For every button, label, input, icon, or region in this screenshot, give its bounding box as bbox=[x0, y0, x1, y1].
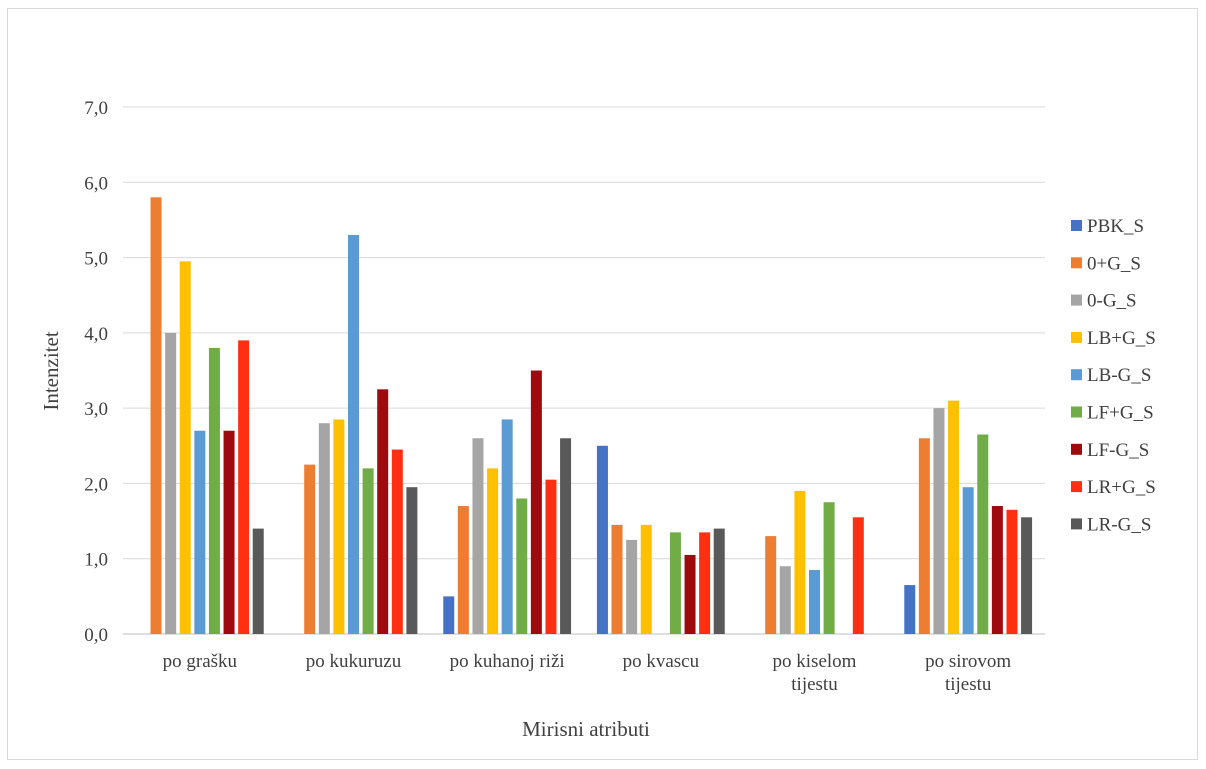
bar bbox=[977, 434, 989, 634]
bar bbox=[391, 449, 403, 634]
bar bbox=[318, 423, 330, 634]
x-tick-label: tijestu bbox=[791, 674, 838, 695]
legend-label: LF+G_S bbox=[1087, 403, 1154, 424]
bar bbox=[684, 554, 696, 634]
bar bbox=[487, 468, 499, 634]
x-tick-label: tijestu bbox=[945, 674, 992, 695]
y-tick-labels: 0,0 1,0 2,0 3,0 4,0 5,0 6,0 7,0 bbox=[84, 98, 108, 646]
y-tick-label: 3,0 bbox=[84, 399, 108, 420]
bar bbox=[501, 419, 513, 634]
legend-swatch bbox=[1071, 481, 1082, 493]
bar bbox=[991, 506, 1003, 634]
bar bbox=[150, 197, 162, 635]
bar bbox=[794, 490, 806, 634]
legend-label: LB+G_S bbox=[1087, 328, 1156, 349]
x-axis-title: Mirisni atributi bbox=[522, 717, 650, 741]
x-tick-labels: po grašku po kukuruzu po kuhanoj riži po kv… bbox=[163, 651, 1012, 695]
legend: PBK_S 0+G_S 0-G_S LB+G_S LB-G_S LF+G_S LF-G_S L… bbox=[1071, 216, 1156, 535]
x-tick-label: po kuhanoj riži bbox=[450, 651, 565, 672]
bar bbox=[472, 438, 484, 634]
bar bbox=[962, 487, 974, 634]
legend-swatch bbox=[1071, 294, 1082, 306]
bar bbox=[333, 419, 345, 634]
bar bbox=[779, 566, 791, 634]
bar bbox=[611, 524, 623, 634]
bar bbox=[699, 532, 711, 634]
y-tick-label: 7,0 bbox=[84, 98, 108, 119]
legend-swatch bbox=[1071, 331, 1082, 343]
x-tick-label: po grašku bbox=[163, 651, 238, 672]
y-tick-label: 2,0 bbox=[84, 474, 108, 495]
y-tick-label: 4,0 bbox=[84, 324, 108, 345]
legend-swatch bbox=[1071, 406, 1082, 418]
x-tick-label: po sirovom bbox=[925, 651, 1011, 672]
x-tick-label: po kiselom bbox=[773, 651, 857, 672]
y-tick-label: 6,0 bbox=[84, 173, 108, 194]
bar bbox=[596, 445, 608, 634]
bar bbox=[406, 487, 418, 634]
bar bbox=[809, 570, 820, 634]
y-tick-label: 0,0 bbox=[84, 625, 108, 646]
bar bbox=[626, 539, 638, 634]
bar bbox=[1006, 509, 1018, 634]
legend-swatch bbox=[1071, 257, 1082, 269]
legend-label: LB-G_S bbox=[1087, 365, 1151, 386]
bar bbox=[560, 438, 572, 634]
chart-frame bbox=[7, 8, 1198, 760]
legend-swatch bbox=[1071, 443, 1082, 455]
x-tick-label: po kvascu bbox=[623, 651, 700, 672]
bar bbox=[223, 430, 235, 634]
legend-label: PBK_S bbox=[1087, 216, 1144, 237]
bar bbox=[713, 528, 725, 634]
bar bbox=[669, 532, 681, 634]
bar bbox=[516, 498, 528, 634]
bars bbox=[150, 197, 1033, 635]
bar bbox=[640, 524, 652, 634]
bar bbox=[194, 430, 206, 634]
bar bbox=[252, 528, 264, 634]
legend-swatch bbox=[1071, 220, 1082, 231]
legend-swatch bbox=[1071, 369, 1082, 381]
bar bbox=[904, 585, 916, 634]
y-tick-label: 5,0 bbox=[84, 249, 108, 270]
bar bbox=[1021, 517, 1033, 634]
bar bbox=[179, 261, 191, 634]
bar bbox=[238, 340, 250, 634]
legend-label: LR-G_S bbox=[1087, 514, 1151, 535]
legend-label: 0+G_S bbox=[1087, 253, 1141, 274]
bar bbox=[348, 234, 359, 634]
bar bbox=[933, 408, 945, 634]
bar bbox=[377, 389, 389, 634]
y-tick-label: 1,0 bbox=[84, 550, 108, 571]
legend-swatch bbox=[1071, 518, 1082, 530]
bar bbox=[530, 370, 542, 634]
bar bbox=[852, 517, 864, 634]
bar bbox=[918, 438, 930, 634]
bar bbox=[165, 332, 177, 634]
bar bbox=[948, 400, 960, 634]
bar bbox=[362, 468, 374, 634]
bar bbox=[304, 464, 316, 634]
y-axis-title: Intenzitet bbox=[39, 331, 63, 410]
gridlines bbox=[123, 106, 1045, 635]
bar bbox=[208, 347, 220, 634]
bar bbox=[443, 596, 455, 634]
legend-label: LF-G_S bbox=[1087, 440, 1149, 461]
legend-label: LR+G_S bbox=[1087, 477, 1156, 498]
x-tick-label: po kukuruzu bbox=[306, 651, 402, 672]
bar bbox=[823, 502, 835, 634]
bar bbox=[545, 479, 557, 634]
legend-label: 0-G_S bbox=[1087, 291, 1137, 312]
bar bbox=[765, 536, 777, 634]
bar bbox=[457, 506, 469, 634]
